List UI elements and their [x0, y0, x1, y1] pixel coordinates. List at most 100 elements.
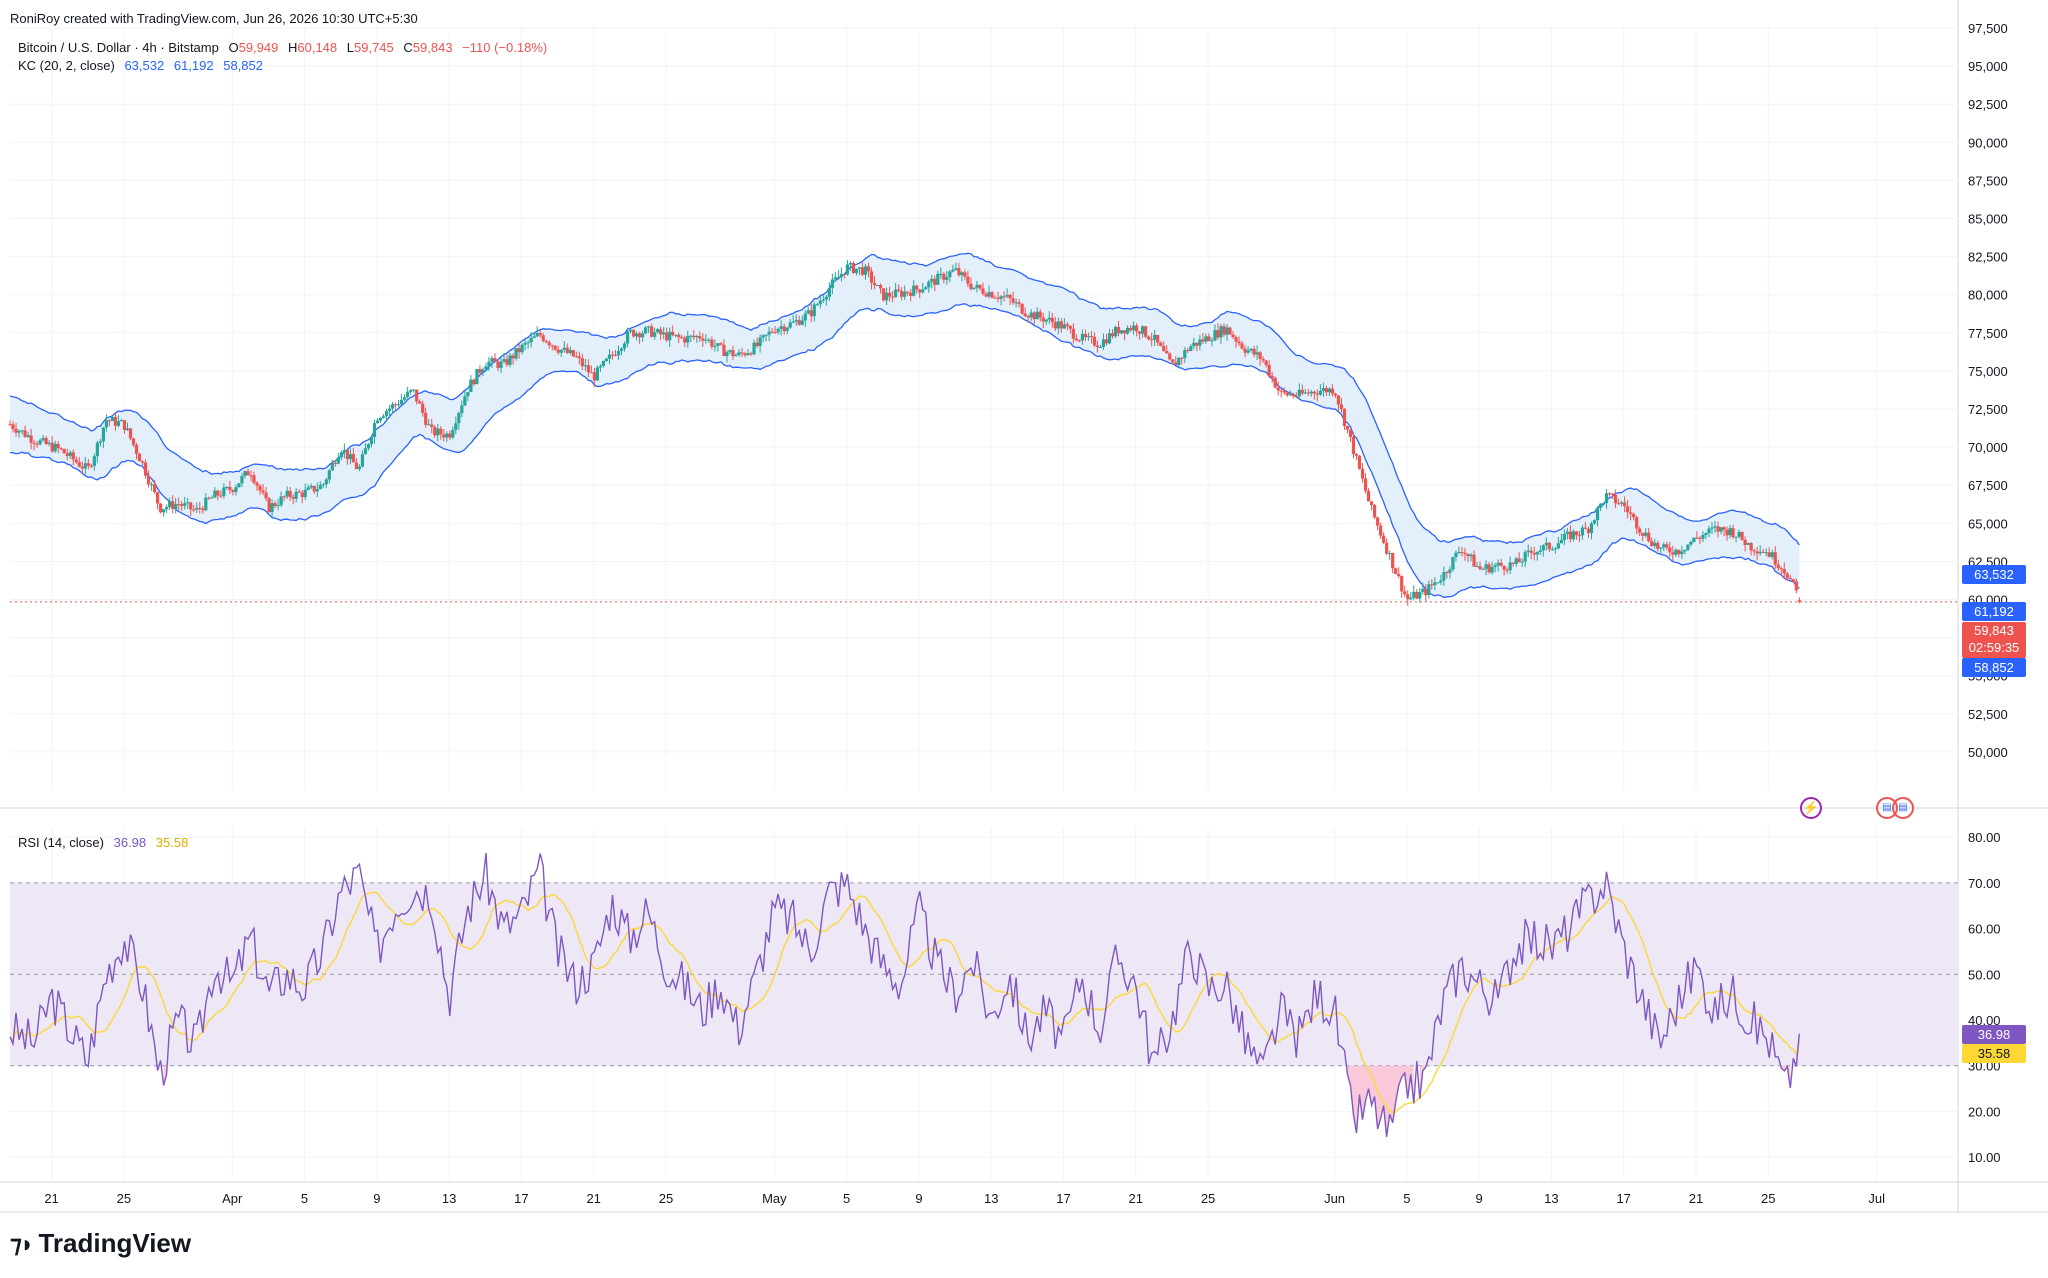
- candle-body: [29, 435, 33, 443]
- chart-attribution: RoniRoy created with TradingView.com, Ju…: [10, 11, 418, 26]
- price-legend: Bitcoin / U.S. Dollar · 4h · Bitstamp O5…: [18, 40, 553, 55]
- candle-body: [571, 350, 575, 357]
- candle-body: [318, 484, 322, 490]
- candle-body: [1366, 490, 1371, 502]
- candle-body: [707, 339, 711, 341]
- candle-body: [939, 273, 943, 275]
- rsi-legend[interactable]: RSI (14, close) 36.98 35.58: [18, 835, 194, 850]
- candle-body: [83, 463, 87, 469]
- candle-body: [1348, 429, 1353, 437]
- candle-body: [1002, 296, 1006, 298]
- candle-body: [598, 365, 603, 368]
- price-tick-label: 92,500: [1968, 97, 2008, 112]
- candle-body: [409, 390, 413, 392]
- candle-body: [1234, 337, 1238, 342]
- candle-body: [1306, 392, 1310, 394]
- candle-body: [884, 292, 889, 301]
- open-label: O: [228, 40, 239, 55]
- time-tick-label: 17: [514, 1191, 528, 1206]
- candle-body: [1653, 542, 1657, 546]
- candle-body: [722, 344, 726, 357]
- candle-body: [1565, 531, 1569, 534]
- candle-body: [773, 332, 777, 334]
- candle-body: [1047, 317, 1051, 320]
- candle-body: [357, 466, 362, 470]
- candle-body: [1276, 387, 1280, 391]
- candle-body: [505, 359, 509, 365]
- candle-body: [1285, 392, 1289, 396]
- candle-body: [1550, 549, 1554, 551]
- candle-body: [1294, 396, 1298, 398]
- candle-body: [1168, 353, 1172, 360]
- candle-body: [463, 396, 467, 406]
- candle-body: [1336, 395, 1341, 405]
- candle-body: [351, 454, 356, 463]
- candle-body: [1629, 512, 1633, 514]
- price-tick-label: 52,500: [1968, 707, 2008, 722]
- candle-body: [98, 441, 102, 443]
- us-flag-event-icon[interactable]: ▤: [1892, 797, 1914, 819]
- candle-body: [1553, 548, 1557, 550]
- candle-body: [758, 337, 762, 347]
- candle-body: [1740, 532, 1744, 540]
- candle-body: [1132, 325, 1136, 331]
- candle-body: [1382, 535, 1386, 543]
- candle-body: [445, 433, 449, 438]
- candle-body: [1128, 327, 1133, 331]
- candle-body: [839, 273, 844, 277]
- candle-body: [439, 428, 443, 435]
- candle-body: [324, 479, 328, 485]
- candle-body: [65, 453, 69, 456]
- rsi-value: 36.98: [113, 835, 147, 850]
- candle-body: [1261, 358, 1265, 361]
- candle-body: [1315, 393, 1319, 395]
- candle-body: [204, 497, 208, 511]
- candle-body: [1357, 455, 1362, 469]
- symbol-name[interactable]: Bitcoin / U.S. Dollar · 4h · Bitstamp: [18, 40, 219, 55]
- candle-body: [8, 424, 12, 426]
- candle-body: [294, 491, 298, 499]
- candle-body: [198, 507, 202, 509]
- time-tick-label: 25: [659, 1191, 673, 1206]
- candle-body: [1071, 328, 1075, 339]
- tradingview-logo[interactable]: ⁊◗ TradingView: [10, 1228, 191, 1259]
- candle-body: [791, 321, 795, 323]
- candle-body: [1165, 351, 1169, 354]
- time-tick-label: Jul: [1868, 1191, 1885, 1206]
- candle-body: [1571, 531, 1576, 540]
- candle-body: [1210, 340, 1214, 342]
- candle-body: [26, 435, 30, 437]
- candle-body: [592, 372, 596, 381]
- candle-body: [1541, 545, 1545, 551]
- kc-legend[interactable]: KC (20, 2, close) 63,532 61,192 58,852: [18, 58, 269, 73]
- candle-body: [665, 332, 669, 341]
- rsi-label: RSI (14, close): [18, 835, 104, 850]
- candle-body: [1442, 572, 1446, 581]
- candle-body: [1159, 342, 1163, 346]
- candle-body: [987, 292, 991, 297]
- candle-body: [1791, 579, 1795, 582]
- lightning-event-icon[interactable]: ⚡: [1800, 797, 1822, 819]
- candle-body: [264, 492, 268, 499]
- candles-group: [8, 260, 1801, 606]
- rsi-badge: 36.98: [1962, 1025, 2026, 1044]
- candle-body: [719, 343, 723, 345]
- candle-body: [20, 430, 24, 432]
- candle-body: [92, 456, 96, 466]
- candle-body: [1255, 352, 1259, 355]
- candle-body: [186, 502, 190, 504]
- candle-body: [1291, 394, 1295, 397]
- candle-body: [978, 284, 982, 289]
- candle-body: [1333, 393, 1338, 396]
- candle-body: [406, 391, 410, 398]
- candle-body: [1288, 394, 1292, 396]
- candle-body: [903, 291, 907, 297]
- candle-body: [1430, 584, 1434, 586]
- candle-body: [41, 438, 45, 441]
- candle-body: [830, 279, 834, 288]
- candle-body: [622, 343, 627, 349]
- candle-body: [1517, 558, 1521, 563]
- price-tick-label: 82,500: [1968, 250, 2008, 265]
- candle-body: [1421, 588, 1425, 592]
